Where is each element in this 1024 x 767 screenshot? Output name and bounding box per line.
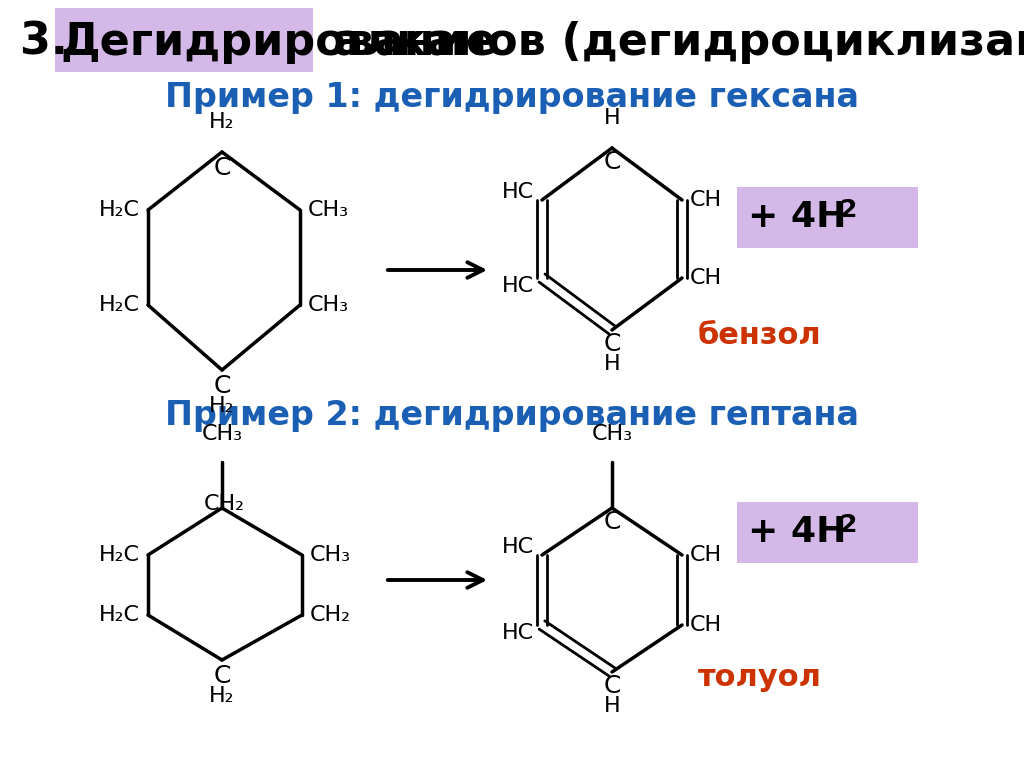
Text: CH₂: CH₂ <box>310 605 351 625</box>
Text: Пример 2: дегидрирование гептана: Пример 2: дегидрирование гептана <box>165 399 859 432</box>
FancyBboxPatch shape <box>737 187 918 248</box>
Text: CH₃: CH₃ <box>310 545 351 565</box>
Text: HC: HC <box>502 182 534 202</box>
Text: C: C <box>603 674 621 698</box>
Text: H₂C: H₂C <box>99 605 140 625</box>
Text: C: C <box>213 156 230 180</box>
Text: CH₃: CH₃ <box>202 424 243 444</box>
Text: + 4H: + 4H <box>748 200 847 234</box>
Text: H₂C: H₂C <box>99 545 140 565</box>
Text: алканов (дегидроциклизация): алканов (дегидроциклизация) <box>318 21 1024 64</box>
Text: HC: HC <box>502 623 534 643</box>
Text: H₂: H₂ <box>209 112 234 132</box>
Text: HC: HC <box>502 537 534 557</box>
Text: CH: CH <box>690 545 722 565</box>
Text: H: H <box>604 354 621 374</box>
Text: H: H <box>604 696 621 716</box>
FancyBboxPatch shape <box>55 8 313 72</box>
Text: толуол: толуол <box>698 663 822 693</box>
Text: C: C <box>603 510 621 534</box>
Text: бензол: бензол <box>698 321 822 350</box>
Text: + 4H: + 4H <box>748 515 847 549</box>
Text: Дегидрирование: Дегидрирование <box>60 21 496 64</box>
Text: CH₂: CH₂ <box>204 494 245 514</box>
Text: C: C <box>603 150 621 174</box>
Text: CH: CH <box>690 615 722 635</box>
Text: CH: CH <box>690 268 722 288</box>
FancyBboxPatch shape <box>737 502 918 563</box>
Text: C: C <box>213 664 230 688</box>
Text: CH₃: CH₃ <box>592 424 633 444</box>
Text: H₂C: H₂C <box>99 295 140 315</box>
Text: C: C <box>213 374 230 398</box>
Text: 3.: 3. <box>20 21 83 64</box>
Text: H: H <box>604 108 621 128</box>
Text: C: C <box>603 332 621 356</box>
Text: CH₃: CH₃ <box>308 200 349 220</box>
Text: CH₃: CH₃ <box>308 295 349 315</box>
Text: H₂: H₂ <box>209 686 234 706</box>
Text: H₂: H₂ <box>209 396 234 416</box>
Text: CH: CH <box>690 190 722 210</box>
Text: H₂C: H₂C <box>99 200 140 220</box>
Text: Пример 1: дегидрирование гексана: Пример 1: дегидрирование гексана <box>165 81 859 114</box>
Text: 2: 2 <box>840 198 857 222</box>
Text: 2: 2 <box>840 513 857 537</box>
Text: HC: HC <box>502 276 534 296</box>
